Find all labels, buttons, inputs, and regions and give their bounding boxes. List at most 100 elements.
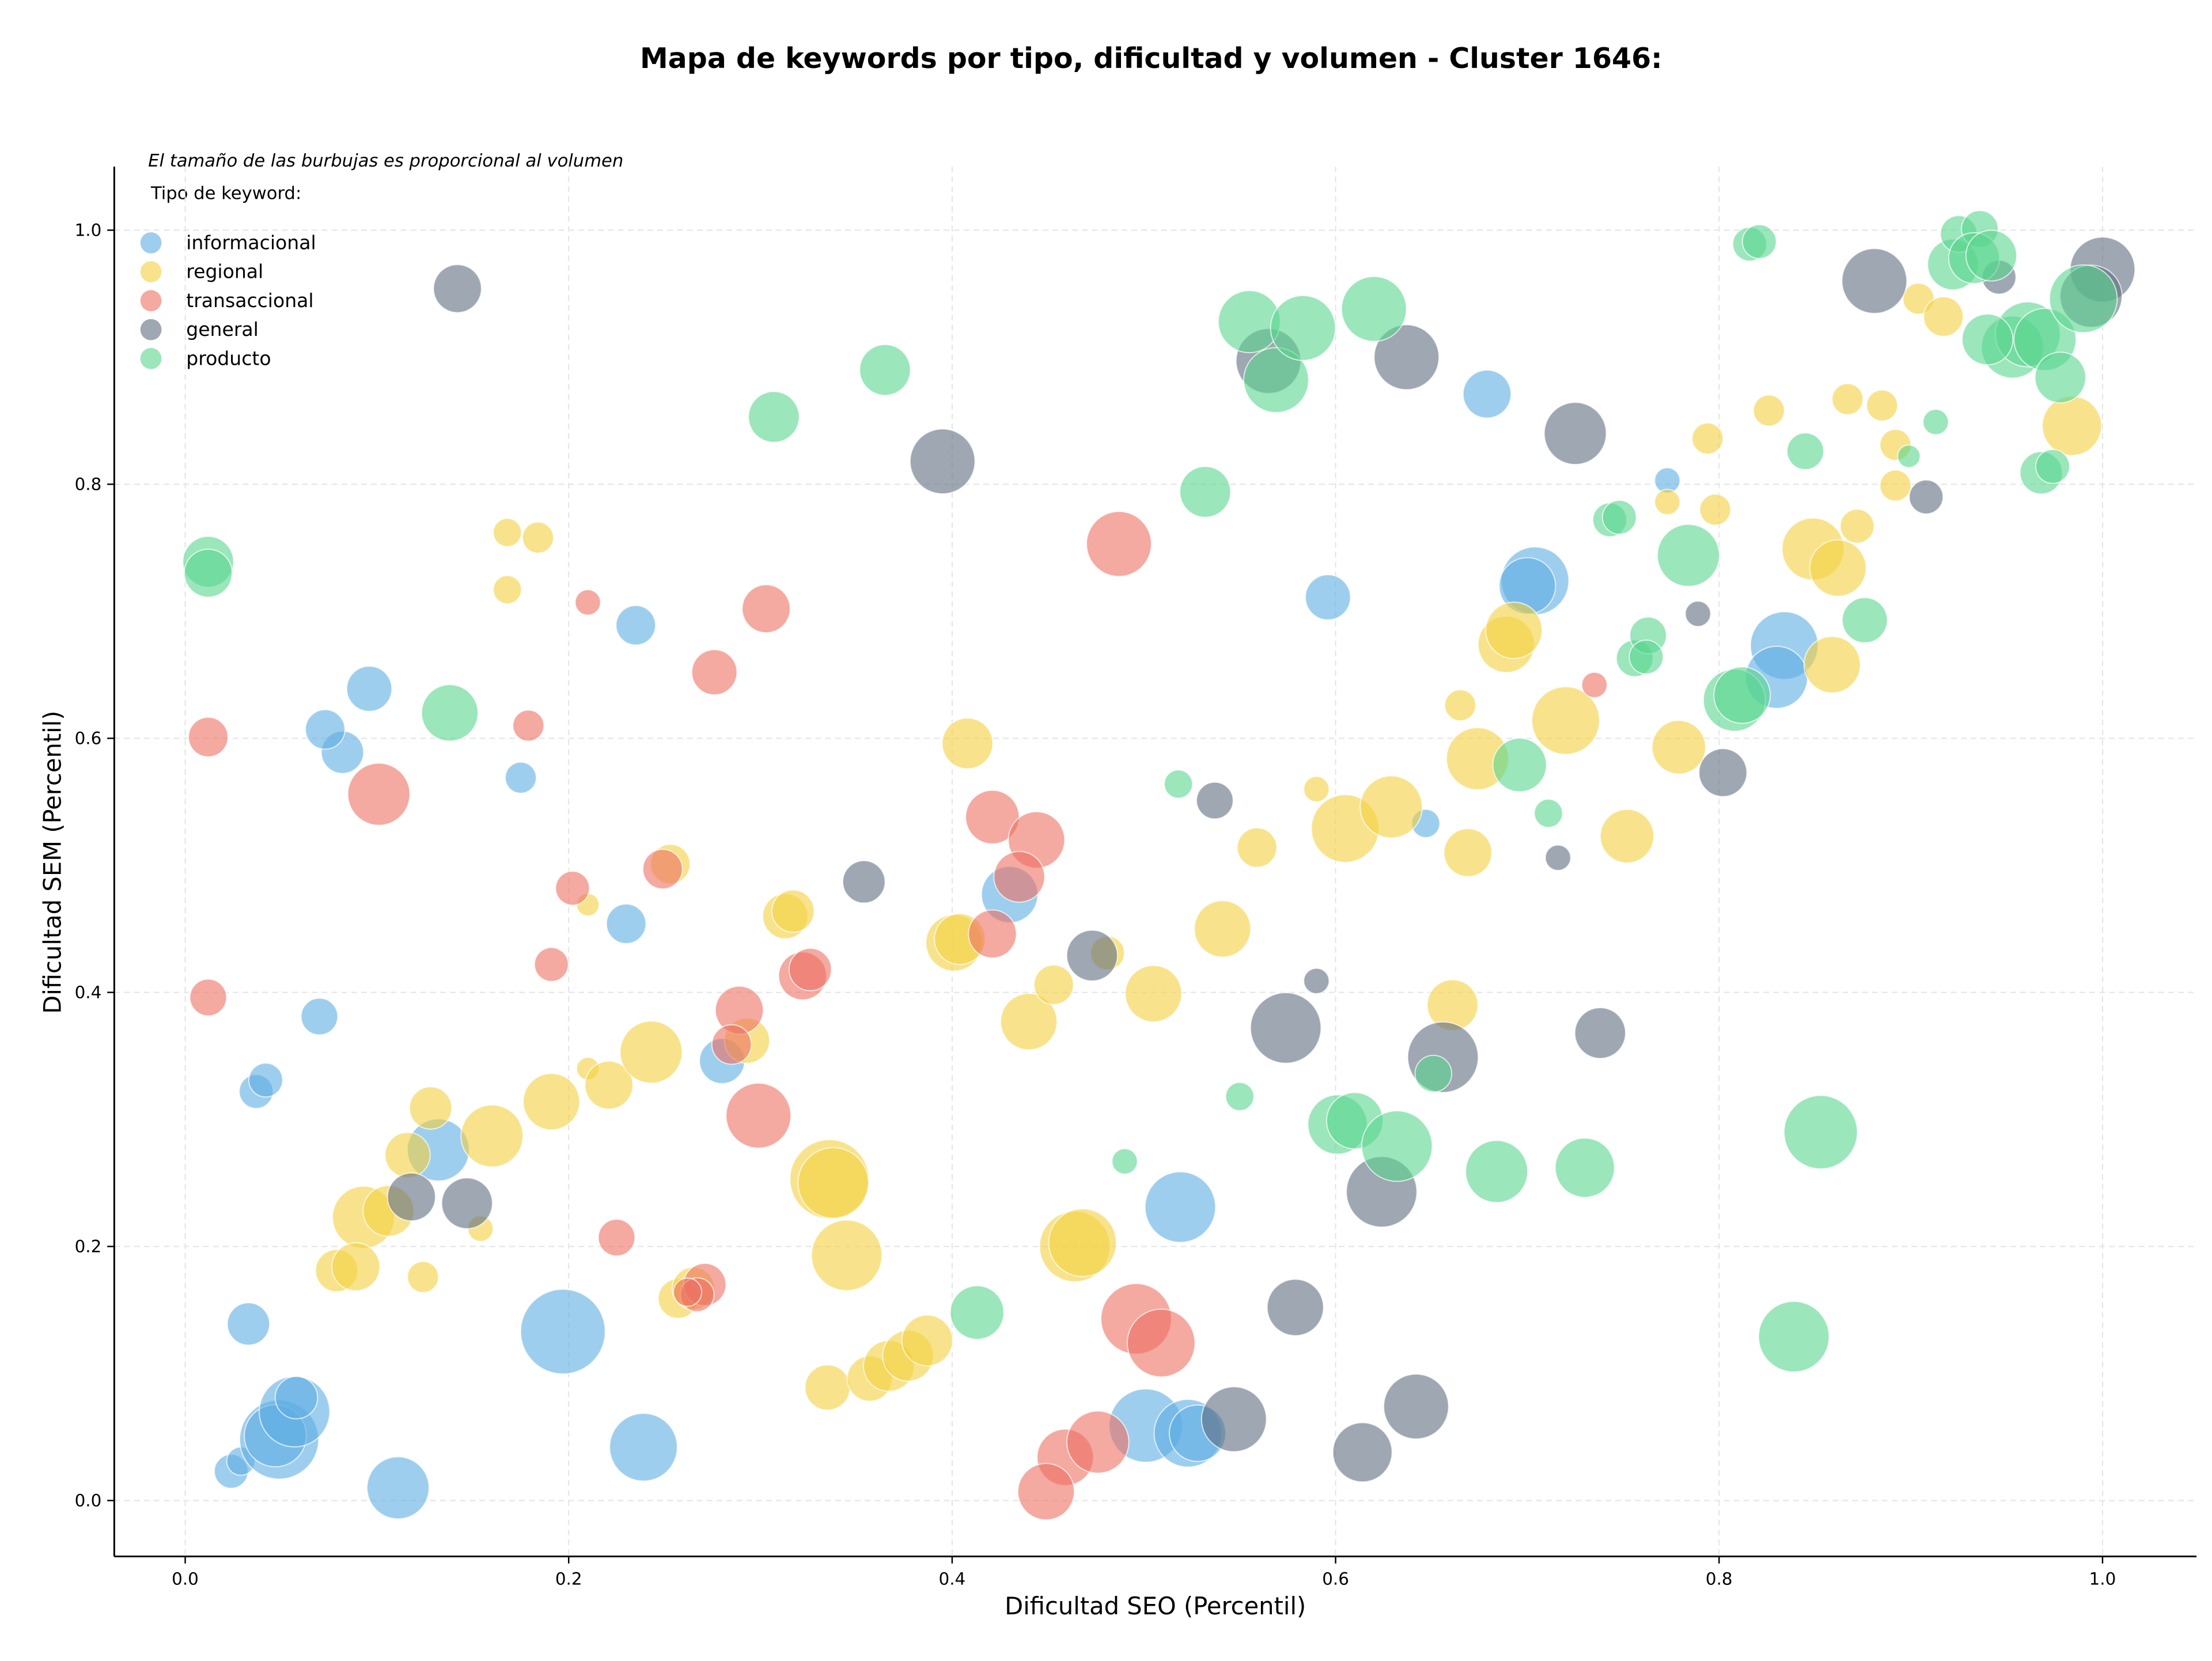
bubble <box>433 264 482 313</box>
bubble <box>1574 1007 1626 1060</box>
bubble <box>1866 389 1899 422</box>
bubble <box>1758 1300 1830 1373</box>
bubble <box>748 391 800 443</box>
bubble <box>1111 1148 1138 1175</box>
bubble <box>188 717 229 758</box>
bubble <box>1249 992 1322 1064</box>
x-tick-label: 0.0 <box>172 1569 199 1588</box>
bubble <box>1225 1081 1255 1111</box>
bubble <box>1383 1374 1449 1440</box>
bubble <box>788 948 832 992</box>
bubble <box>1373 324 1440 391</box>
bubble <box>1713 666 1771 724</box>
bubble <box>274 1376 319 1420</box>
bubble <box>441 1177 493 1229</box>
bubble <box>331 1242 381 1292</box>
bubble <box>1033 964 1074 1005</box>
bubble <box>1017 1463 1075 1521</box>
bubble <box>619 1020 683 1084</box>
chart-title: Mapa de keywords por tipo, dificultad y … <box>640 42 1662 75</box>
bubble <box>1581 671 1608 698</box>
bubble <box>1243 347 1309 413</box>
bubble <box>1465 1140 1529 1204</box>
bubble <box>226 1302 271 1346</box>
bubble <box>711 1024 752 1065</box>
bubble <box>1361 1110 1433 1182</box>
bubble <box>968 909 1017 959</box>
x-tick-label: 0.8 <box>1706 1569 1733 1588</box>
bubble <box>1200 1386 1267 1452</box>
bubble <box>1879 469 1912 502</box>
series-group <box>315 282 2103 1411</box>
bubble <box>1831 383 1864 415</box>
bubble <box>305 709 346 750</box>
legend-label: general <box>186 318 259 340</box>
y-tick-label: 1.0 <box>75 220 102 240</box>
bubble <box>2048 264 2118 334</box>
series-group <box>182 210 2118 1373</box>
bubble <box>1531 686 1600 755</box>
bubble <box>859 343 911 396</box>
bubble <box>1305 574 1351 620</box>
bubble <box>2034 351 2086 404</box>
bubble <box>1842 597 1888 644</box>
bubble <box>248 1062 283 1098</box>
annotation: El tamaño de las burbujas es proporciona… <box>148 151 623 171</box>
bubble <box>1303 775 1330 803</box>
bubble <box>493 575 522 604</box>
bubble <box>673 1277 703 1307</box>
bubble <box>1600 808 1655 864</box>
bubble <box>1628 640 1664 675</box>
bubble <box>366 1456 430 1520</box>
bubble <box>1485 601 1543 660</box>
bubble <box>460 1104 524 1168</box>
bubble <box>1961 313 2014 366</box>
bubble <box>1803 635 1861 694</box>
bubble <box>605 903 647 944</box>
bubble <box>522 521 554 554</box>
legend-label: producto <box>186 347 271 369</box>
y-tick-label: 0.8 <box>75 474 102 494</box>
bubble <box>797 1147 869 1219</box>
x-tick-label: 0.2 <box>555 1569 582 1588</box>
bubble <box>1922 408 1949 436</box>
bubble <box>1786 432 1824 470</box>
bubble <box>1179 466 1232 518</box>
bubble <box>1194 900 1252 958</box>
legend-title: Tipo de keyword: <box>150 184 301 204</box>
bubble <box>300 997 339 1036</box>
y-tick-label: 0.4 <box>75 982 102 1002</box>
x-tick-label: 1.0 <box>2089 1569 2116 1588</box>
bubble <box>909 428 976 495</box>
x-tick-label: 0.4 <box>939 1569 966 1588</box>
bubble <box>1554 1137 1615 1198</box>
bubble <box>1533 799 1563 828</box>
bubble <box>512 709 545 742</box>
bubble <box>1492 737 1547 793</box>
bubble <box>1601 500 1637 535</box>
bubble <box>1359 775 1423 839</box>
bubble <box>1066 1410 1130 1474</box>
bubble <box>407 1261 440 1293</box>
bubble <box>574 589 601 616</box>
legend-label: transaccional <box>186 289 313 312</box>
bubble <box>1783 1095 1858 1170</box>
bubble <box>725 1083 792 1149</box>
bubble <box>1698 748 1748 797</box>
bubble <box>1066 929 1118 982</box>
y-tick-label: 0.2 <box>75 1236 102 1256</box>
legend-label: informacional <box>186 232 316 254</box>
bubble <box>901 1314 953 1367</box>
bubble <box>1340 275 1407 342</box>
bubble <box>1699 493 1732 526</box>
bubble <box>1332 1422 1393 1483</box>
bubble <box>1908 479 1944 514</box>
bubble <box>421 684 479 742</box>
bubble <box>691 649 738 695</box>
bubble <box>1444 689 1476 722</box>
bubble <box>522 1073 581 1131</box>
bubble <box>609 1413 678 1482</box>
bubble <box>1923 296 1964 337</box>
legend-marker <box>140 347 162 369</box>
bubble <box>408 1086 453 1130</box>
